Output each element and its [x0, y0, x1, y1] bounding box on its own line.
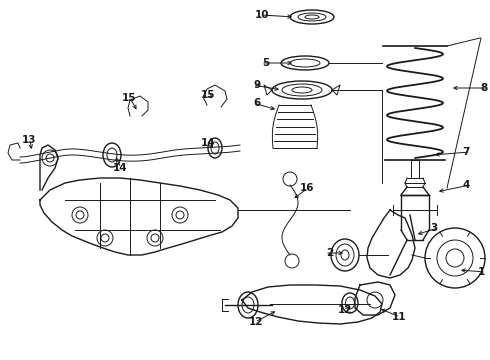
Text: 15: 15: [201, 90, 216, 100]
Text: 14: 14: [201, 138, 216, 148]
Text: 11: 11: [392, 312, 407, 322]
Text: 2: 2: [326, 248, 333, 258]
Text: 7: 7: [462, 147, 469, 157]
Text: 12: 12: [338, 305, 352, 315]
Text: 15: 15: [122, 93, 137, 103]
Text: 5: 5: [262, 58, 269, 68]
Text: 13: 13: [22, 135, 36, 145]
Text: 4: 4: [462, 180, 469, 190]
Text: 6: 6: [254, 98, 261, 108]
Text: 16: 16: [300, 183, 315, 193]
Text: 9: 9: [254, 80, 261, 90]
Text: 12: 12: [248, 317, 263, 327]
Text: 8: 8: [480, 83, 487, 93]
Text: 10: 10: [254, 10, 269, 20]
Text: 1: 1: [478, 267, 485, 277]
Text: 14: 14: [113, 163, 127, 173]
Text: 3: 3: [430, 223, 437, 233]
